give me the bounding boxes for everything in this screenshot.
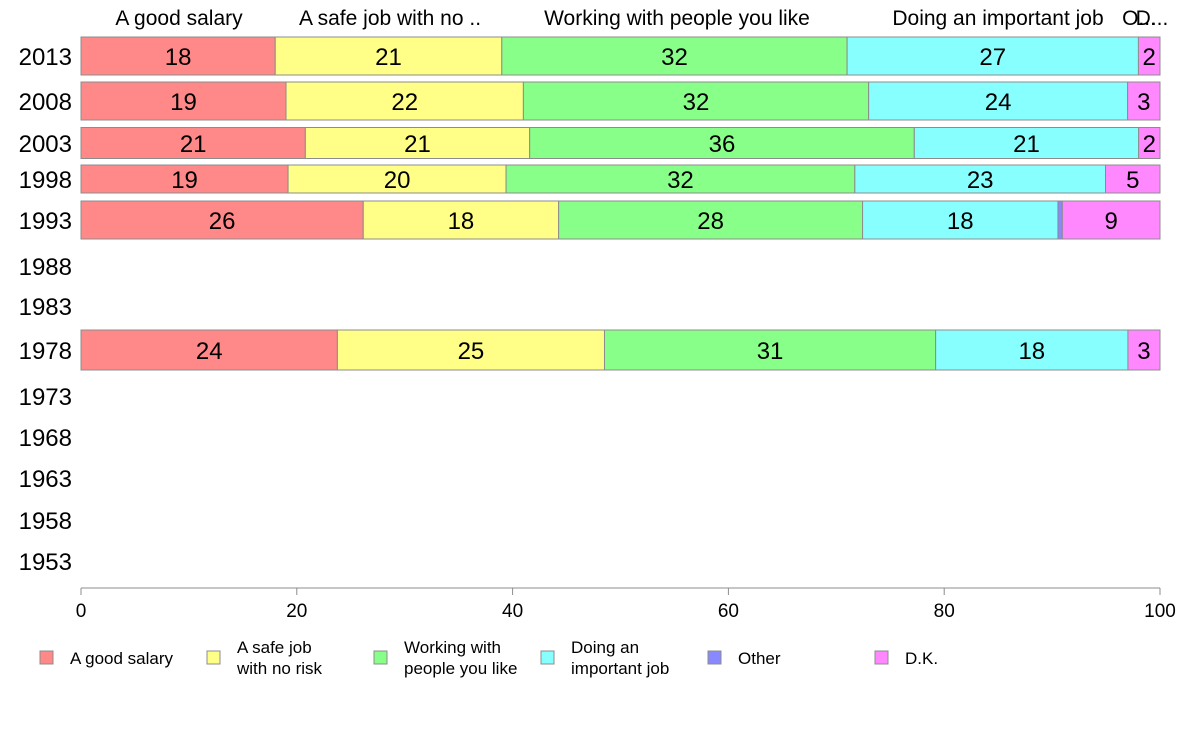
legend-swatch bbox=[540, 650, 555, 665]
legend-label: Other bbox=[738, 649, 781, 668]
legend-label: A good salary bbox=[70, 649, 174, 668]
year-labels: 2013 2008 2003 1998 1993 1988 1983 1978 1973 1968… bbox=[19, 44, 72, 576]
bar-value-label: 32 bbox=[661, 44, 688, 71]
bar-value-label: 20 bbox=[384, 167, 411, 194]
bar-value-label: 21 bbox=[180, 131, 207, 158]
bar-segment bbox=[287, 164, 507, 194]
bar-value-label: 21 bbox=[375, 44, 402, 71]
bar-value-label: 23 bbox=[967, 167, 994, 194]
year-label: 1983 bbox=[19, 294, 72, 321]
bar-segment bbox=[1127, 81, 1161, 121]
year-label: 1998 bbox=[19, 167, 72, 194]
year-label: 1968 bbox=[19, 425, 72, 452]
column-header: Doing an important job bbox=[892, 7, 1103, 30]
x-tick-label: 100 bbox=[1144, 601, 1176, 622]
bar-value-label: 25 bbox=[458, 338, 485, 365]
legend-swatch bbox=[707, 650, 722, 665]
column-header: Working with people you like bbox=[544, 7, 810, 30]
year-label: 1958 bbox=[19, 508, 72, 535]
column-header: A good salary bbox=[115, 7, 243, 30]
bar-segment bbox=[1138, 127, 1161, 159]
bar-segment bbox=[558, 200, 864, 240]
year-label: 2008 bbox=[19, 89, 72, 116]
legend-label: D.K. bbox=[905, 649, 938, 668]
bar-value-label: 32 bbox=[667, 167, 694, 194]
bar-segment bbox=[1137, 36, 1161, 76]
bar-value-label: 19 bbox=[171, 167, 198, 194]
bar-segment bbox=[522, 81, 870, 121]
bar-segment bbox=[336, 329, 605, 371]
bar-value-label: 18 bbox=[448, 208, 475, 235]
legend-label: Working with people you like bbox=[404, 638, 517, 678]
bar-value-label: 18 bbox=[947, 208, 974, 235]
bar-segment bbox=[80, 164, 289, 194]
x-tick-label: 80 bbox=[934, 601, 955, 622]
legend-swatch bbox=[373, 650, 388, 665]
bar-segment bbox=[285, 81, 524, 121]
bar-value-label: 3 bbox=[1137, 89, 1150, 116]
column-header: O... bbox=[1122, 7, 1156, 30]
bars: 18 21 32 27 2 19 22 32 24 3 21 21 36 21 2 19 20 32 23 5 26 18… bbox=[80, 36, 1161, 371]
bar-value-label: 18 bbox=[1018, 338, 1045, 365]
bar-value-label: 36 bbox=[709, 131, 736, 158]
bar-segment bbox=[935, 329, 1129, 371]
x-tick-label: 20 bbox=[286, 601, 307, 622]
year-label: 2003 bbox=[19, 131, 72, 158]
bar-value-label: 19 bbox=[170, 89, 197, 116]
column-header: D... bbox=[1136, 7, 1169, 30]
bar-segment bbox=[274, 36, 503, 76]
x-tick-label: 0 bbox=[76, 601, 87, 622]
bar-segment bbox=[1127, 329, 1161, 371]
column-headers: A good salary A safe job with no .. Workin… bbox=[115, 7, 1168, 30]
bar-segment bbox=[80, 200, 364, 240]
bar-value-label: 22 bbox=[391, 89, 418, 116]
bar-segment bbox=[505, 164, 856, 194]
bar-segment bbox=[304, 127, 531, 159]
legend: A good salary A safe job with no risk Worki… bbox=[39, 638, 938, 678]
legend-label: Doing an important job bbox=[571, 638, 669, 678]
bar-value-label: 5 bbox=[1126, 167, 1139, 194]
year-label: 1963 bbox=[19, 466, 72, 493]
legend-swatch bbox=[874, 650, 889, 665]
legend-swatch bbox=[39, 650, 54, 665]
bar-value-label: 32 bbox=[683, 89, 710, 116]
bar-segment bbox=[1057, 200, 1063, 240]
x-tick-label: 60 bbox=[718, 601, 739, 622]
bar-value-label: 31 bbox=[757, 338, 784, 365]
year-label: 1973 bbox=[19, 384, 72, 411]
bar-segment bbox=[868, 81, 1129, 121]
legend-label: A safe job with no risk bbox=[236, 638, 323, 678]
bar-segment bbox=[1061, 200, 1161, 240]
bar-value-label: 24 bbox=[196, 338, 223, 365]
bar-value-label: 27 bbox=[979, 44, 1006, 71]
year-label: 1978 bbox=[19, 338, 72, 365]
bar-value-label: 21 bbox=[404, 131, 431, 158]
bar-segment bbox=[529, 127, 915, 159]
bar-segment bbox=[1105, 164, 1161, 194]
year-label: 2013 bbox=[19, 44, 72, 71]
year-label: 1988 bbox=[19, 254, 72, 281]
bar-value-label: 21 bbox=[1013, 131, 1040, 158]
bar-value-label: 26 bbox=[209, 208, 236, 235]
bar-value-label: 9 bbox=[1104, 208, 1117, 235]
bar-segment bbox=[80, 127, 306, 159]
x-tick-label: 40 bbox=[502, 601, 523, 622]
bar-segment bbox=[862, 200, 1059, 240]
column-header: A safe job with no .. bbox=[299, 7, 481, 30]
year-label: 1993 bbox=[19, 208, 72, 235]
bar-value-label: 3 bbox=[1137, 338, 1150, 365]
legend-swatch bbox=[206, 650, 221, 665]
bar-value-label: 2 bbox=[1143, 44, 1156, 71]
bar-value-label: 18 bbox=[165, 44, 192, 71]
bar-value-label: 28 bbox=[697, 208, 724, 235]
x-axis: 0 20 40 60 80 100 bbox=[76, 587, 1176, 622]
bar-segment bbox=[854, 164, 1107, 194]
bar-segment bbox=[80, 81, 287, 121]
year-label: 1953 bbox=[19, 549, 72, 576]
bar-value-label: 2 bbox=[1143, 131, 1156, 158]
bar-value-label: 24 bbox=[985, 89, 1012, 116]
